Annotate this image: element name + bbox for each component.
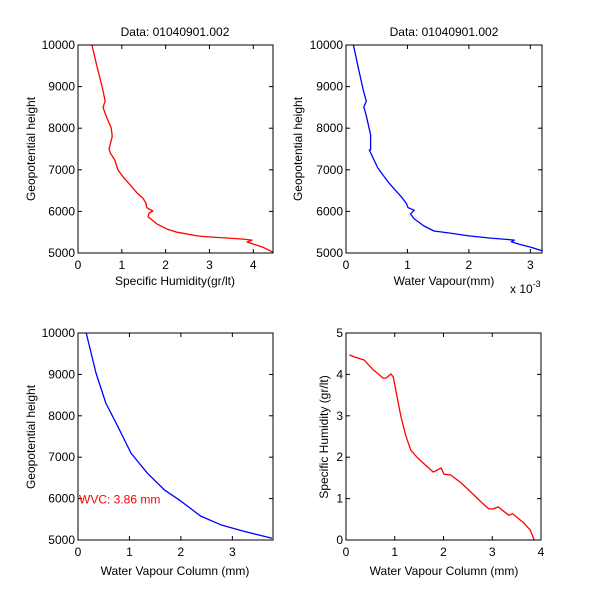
x-tick-label: 3 xyxy=(527,258,534,272)
x-tick-label: 2 xyxy=(178,545,185,559)
x-tick-label: 3 xyxy=(206,258,213,272)
series-line xyxy=(91,44,274,253)
x-tick-label: 3 xyxy=(489,545,496,559)
x-tick-label: 0 xyxy=(75,258,82,272)
x-tick-label: 4 xyxy=(538,545,545,559)
x-axis-label: Water Vapour(mm) xyxy=(394,274,495,288)
y-tick-label: 7000 xyxy=(316,163,343,177)
y-tick-label: 10000 xyxy=(42,326,76,340)
y-tick-label: 5000 xyxy=(48,533,75,547)
x-tick-label: 0 xyxy=(75,545,82,559)
y-tick-label: 8000 xyxy=(316,121,343,135)
x-tick-label: 1 xyxy=(126,545,133,559)
series-line xyxy=(349,354,535,541)
y-tick-label: 8000 xyxy=(48,409,75,423)
x-tick-label: 1 xyxy=(404,258,411,272)
x-tick-label: 0 xyxy=(343,258,350,272)
y-tick-label: 5 xyxy=(336,326,343,340)
y-tick-label: 1 xyxy=(336,492,343,506)
y-axis-label: Specific Humidity (gr/lt) xyxy=(317,375,331,498)
y-tick-label: 10000 xyxy=(310,38,344,52)
y-tick-label: 10000 xyxy=(42,38,76,52)
x-tick-label: 1 xyxy=(391,545,398,559)
y-tick-label: 2 xyxy=(336,450,343,464)
y-tick-label: 5000 xyxy=(316,246,343,260)
chart-title: Data: 01040901.002 xyxy=(390,25,499,39)
x-tick-label: 0 xyxy=(343,545,350,559)
y-tick-label: 4 xyxy=(336,367,343,381)
y-tick-label: 6000 xyxy=(316,204,343,218)
panel-bottom-left: Geopotential height Water Vapour Column … xyxy=(24,326,274,578)
x-tick-label: 1 xyxy=(118,258,125,272)
x-axis-label: Water Vapour Column (mm) xyxy=(101,564,250,578)
panel-top-right: Data: 01040901.002 Geopotential height W… xyxy=(291,25,543,296)
x-axis-label: Water Vapour Column (mm) xyxy=(370,564,519,578)
y-tick-label: 7000 xyxy=(48,163,75,177)
chart-title: Data: 01040901.002 xyxy=(121,25,230,39)
y-tick-label: 9000 xyxy=(48,367,75,381)
y-axis-label: Geopotential height xyxy=(291,96,305,201)
y-tick-label: 6000 xyxy=(48,204,75,218)
axes-box xyxy=(77,332,274,541)
x-tick-label: 2 xyxy=(162,258,169,272)
wvc-annotation: WVC: 3.86 mm xyxy=(79,493,160,507)
y-tick-label: 9000 xyxy=(48,80,75,94)
y-tick-label: 3 xyxy=(336,409,343,423)
y-tick-label: 9000 xyxy=(316,80,343,94)
y-axis-label: Geopotential height xyxy=(24,96,38,201)
axes-box xyxy=(77,44,274,254)
panel-top-left: Data: 01040901.002 Geopotential height S… xyxy=(24,25,274,288)
series-line xyxy=(85,332,273,539)
x-tick-label: 4 xyxy=(250,258,257,272)
series-line xyxy=(352,44,543,252)
x-tick-label: 3 xyxy=(229,545,236,559)
x-axis-exponent: x 10-3 xyxy=(510,279,541,296)
axes-box xyxy=(345,44,543,254)
y-tick-label: 8000 xyxy=(48,121,75,135)
y-tick-label: 5000 xyxy=(48,246,75,260)
x-tick-label: 2 xyxy=(440,545,447,559)
x-axis-exponent-power: -3 xyxy=(533,279,541,289)
x-tick-label: 2 xyxy=(466,258,473,272)
panel-bottom-right: Specific Humidity (gr/lt) Water Vapour C… xyxy=(317,326,545,578)
y-tick-label: 0 xyxy=(336,533,343,547)
x-axis-exponent-base: x 10 xyxy=(510,282,533,296)
y-axis-label: Geopotential height xyxy=(24,384,38,489)
y-tick-label: 7000 xyxy=(48,450,75,464)
x-axis-label: Specific Humidity(gr/lt) xyxy=(115,274,235,288)
y-tick-label: 6000 xyxy=(48,492,75,506)
